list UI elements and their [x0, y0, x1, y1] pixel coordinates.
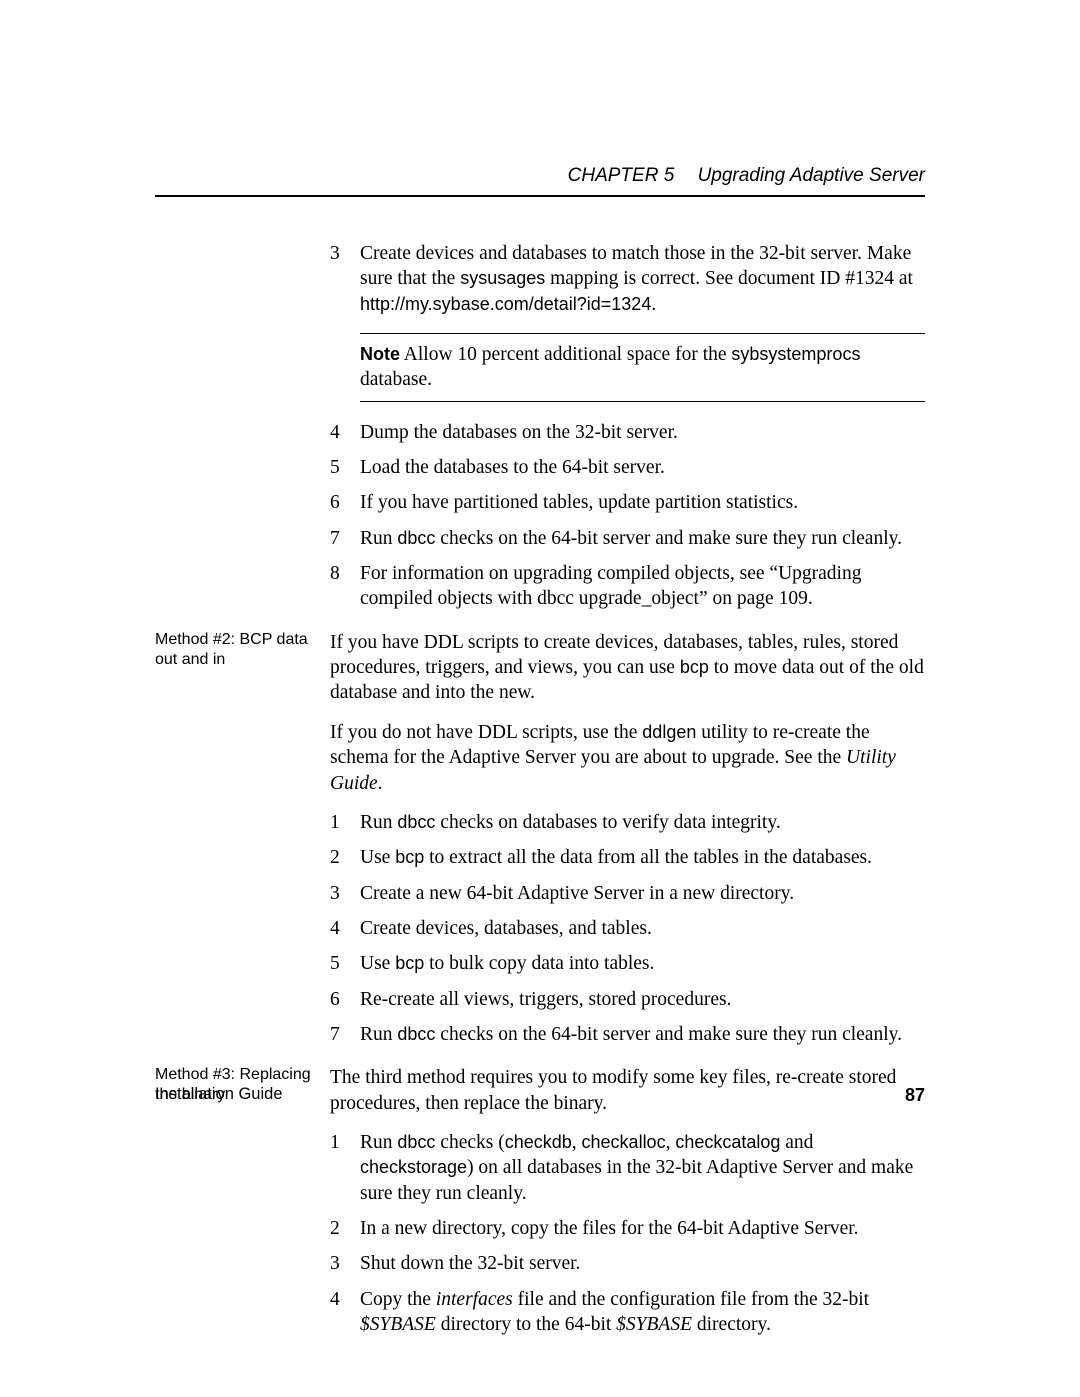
list-item-number: 3 [330, 881, 360, 906]
list-item: 7Run dbcc checks on the 64-bit server an… [330, 526, 925, 551]
list-item: 1Run dbcc checks on databases to verify … [330, 810, 925, 835]
section-1-sidebar [155, 241, 330, 622]
paragraph: If you do not have DDL scripts, use the … [330, 720, 925, 796]
list-item-text: Run dbcc checks on the 64-bit server and… [360, 1022, 925, 1047]
list-item: 6If you have partitioned tables, update … [330, 490, 925, 515]
list-item: 4Dump the databases on the 32-bit server… [330, 420, 925, 445]
list-item: 7Run dbcc checks on the 64-bit server an… [330, 1022, 925, 1047]
list-item-number: 8 [330, 561, 360, 612]
page-number: 87 [905, 1085, 925, 1106]
list-item: 1Run dbcc checks (checkdb, checkalloc, c… [330, 1130, 925, 1206]
page: CHAPTER 5 Upgrading Adaptive Server 3Cre… [0, 0, 1080, 1347]
list-item-text: Load the databases to the 64-bit server. [360, 455, 925, 480]
list-item-text: Create devices, databases, and tables. [360, 916, 925, 941]
list-item-number: 5 [330, 455, 360, 480]
list-item-text: Create a new 64-bit Adaptive Server in a… [360, 881, 925, 906]
list-item-text: Dump the databases on the 32-bit server. [360, 420, 925, 445]
list-item-number: 1 [330, 810, 360, 835]
list-item-text: Create devices and databases to match th… [360, 241, 925, 317]
list-item-text: Use bcp to extract all the data from all… [360, 845, 925, 870]
list-item: 4Copy the interfaces file and the config… [330, 1287, 925, 1338]
list-item-text: Copy the interfaces file and the configu… [360, 1287, 925, 1338]
chapter-title: Upgrading Adaptive Server [698, 165, 925, 186]
page-footer: Installation Guide 87 [155, 1085, 925, 1106]
list-item-text: In a new directory, copy the files for t… [360, 1216, 925, 1241]
list-item-text: Re-create all views, triggers, stored pr… [360, 987, 925, 1012]
list-item-text: Use bcp to bulk copy data into tables. [360, 951, 925, 976]
list-item-number: 2 [330, 1216, 360, 1241]
list-item-number: 5 [330, 951, 360, 976]
list-item-number: 4 [330, 916, 360, 941]
list-item-text: Shut down the 32-bit server. [360, 1251, 925, 1276]
list-item-number: 3 [330, 241, 360, 317]
section-3: Method #3: Replacing the binary The thir… [155, 1065, 925, 1347]
list-item-text: If you have partitioned tables, update p… [360, 490, 925, 515]
list-item-number: 6 [330, 490, 360, 515]
list-item-number: 7 [330, 1022, 360, 1047]
list-item: 3Create devices and databases to match t… [330, 241, 925, 317]
list-item: 5Load the databases to the 64-bit server… [330, 455, 925, 480]
list-item-text: Run dbcc checks (checkdb, checkalloc, ch… [360, 1130, 925, 1206]
list-item: 3Shut down the 32-bit server. [330, 1251, 925, 1276]
list-item-number: 3 [330, 1251, 360, 1276]
list-item: 6Re-create all views, triggers, stored p… [330, 987, 925, 1012]
list-item-text: Run dbcc checks on databases to verify d… [360, 810, 925, 835]
list-item: 4Create devices, databases, and tables. [330, 916, 925, 941]
list-item: 2Use bcp to extract all the data from al… [330, 845, 925, 870]
section-2-body: If you have DDL scripts to create device… [330, 630, 925, 1057]
note-box: Note Allow 10 percent additional space f… [360, 333, 925, 402]
list-item-number: 4 [330, 420, 360, 445]
running-header: CHAPTER 5 Upgrading Adaptive Server [155, 165, 925, 197]
list-item-number: 1 [330, 1130, 360, 1206]
list-item: 3Create a new 64-bit Adaptive Server in … [330, 881, 925, 906]
paragraph: If you have DDL scripts to create device… [330, 630, 925, 706]
section-2-sidebar: Method #2: BCP data out and in [155, 630, 330, 1057]
section-3-body: The third method requires you to modify … [330, 1065, 925, 1347]
section-1-body: 3Create devices and databases to match t… [330, 241, 925, 622]
section-3-sidebar: Method #3: Replacing the binary [155, 1065, 330, 1347]
chapter-label: CHAPTER 5 [568, 165, 675, 186]
list-item-number: 2 [330, 845, 360, 870]
section-1: 3Create devices and databases to match t… [155, 241, 925, 622]
list-item-number: 4 [330, 1287, 360, 1338]
list-item: 2In a new directory, copy the files for … [330, 1216, 925, 1241]
list-item-text: For information on upgrading compiled ob… [360, 561, 925, 612]
list-item-text: Run dbcc checks on the 64-bit server and… [360, 526, 925, 551]
footer-left: Installation Guide [155, 1085, 283, 1106]
section-2: Method #2: BCP data out and in If you ha… [155, 630, 925, 1057]
list-item-number: 7 [330, 526, 360, 551]
list-item-number: 6 [330, 987, 360, 1012]
list-item: 8For information on upgrading compiled o… [330, 561, 925, 612]
list-item: 5Use bcp to bulk copy data into tables. [330, 951, 925, 976]
